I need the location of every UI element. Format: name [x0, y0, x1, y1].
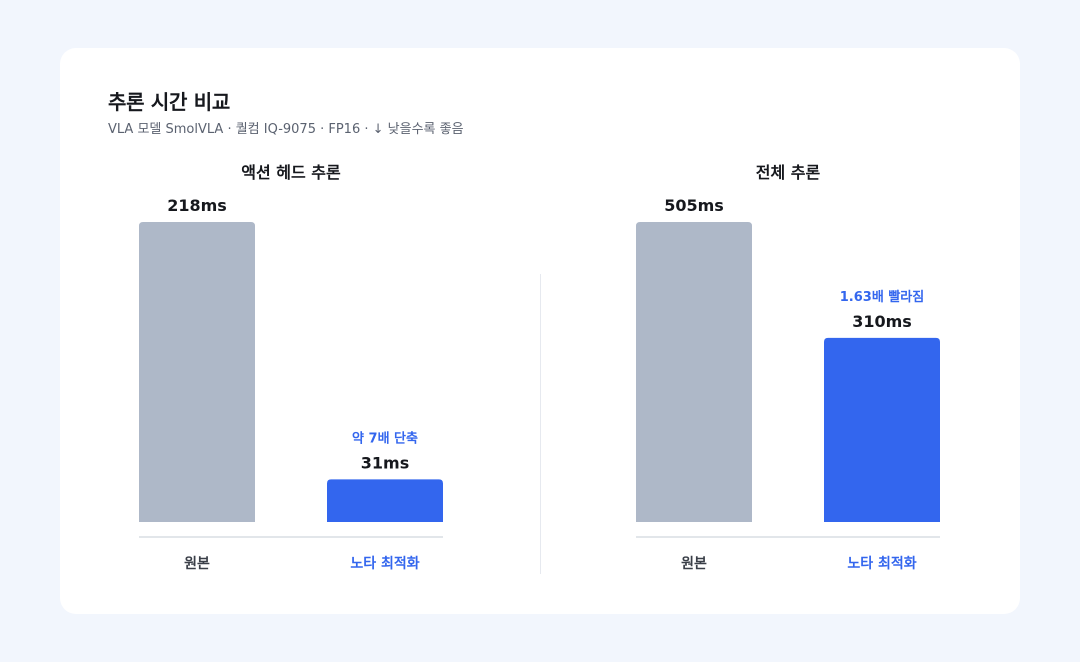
chart-title: 액션 헤드 추론 [241, 163, 341, 182]
bar [327, 479, 443, 522]
value-label: 505ms [664, 196, 724, 215]
value-label: 31ms [361, 453, 409, 472]
bar [636, 222, 752, 522]
value-label: 310ms [852, 312, 912, 331]
speedup-annotation: 약 7배 단축 [352, 430, 418, 446]
category-label: 원본 [681, 556, 707, 572]
chart-title: 전체 추론 [756, 163, 821, 182]
page-subtitle: VLA 모델 SmolVLA · 퀄컴 IQ-9075 · FP16 · ↓ 낮… [108, 122, 464, 137]
chart-card: 추론 시간 비교 VLA 모델 SmolVLA · 퀄컴 IQ-9075 · F… [60, 48, 1020, 614]
bar [824, 337, 940, 522]
category-label: 노타 최적화 [350, 555, 419, 572]
category-label: 노타 최적화 [847, 555, 916, 572]
page-title: 추론 시간 비교 [108, 90, 230, 114]
speedup-annotation: 1.63배 빨라짐 [840, 289, 924, 305]
bar [139, 222, 255, 522]
panel-divider [540, 274, 541, 574]
category-label: 원본 [184, 556, 210, 572]
value-label: 218ms [167, 196, 227, 215]
